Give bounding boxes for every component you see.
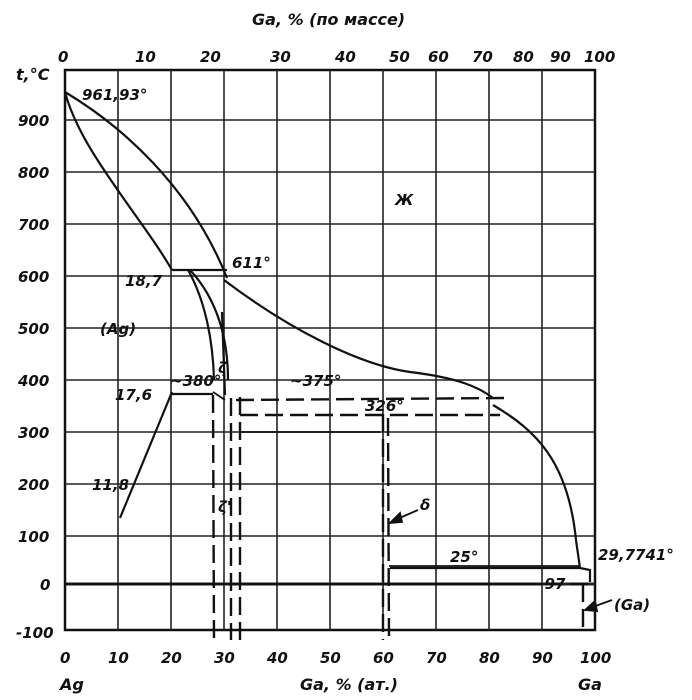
top-tick-label: 60 [428, 48, 449, 66]
bottom-tick-label: 70 [426, 649, 447, 667]
bottom-tick-label: 80 [479, 649, 500, 667]
element-ag: Ag [58, 675, 84, 694]
top-tick-label: 20 [200, 48, 221, 66]
bottom-axis-title: Ga, % (ат.) [300, 675, 398, 694]
zeta-boundary-left [187, 269, 216, 381]
top-tick-label: 90 [550, 48, 571, 66]
zeta-prime-label: ζ' [218, 498, 231, 516]
t-25-label: 25° [450, 548, 478, 566]
y-tick-label: 500 [18, 320, 49, 338]
t-375-label: ~375° [290, 372, 341, 390]
top-tick-label: 50 [389, 48, 410, 66]
y-tick-label: 300 [18, 424, 49, 442]
bottom-tick-label: 50 [320, 649, 341, 667]
y-tick-label: 0 [40, 576, 50, 594]
y-tick-label: 200 [18, 476, 49, 494]
y-tick-label: 900 [18, 112, 49, 130]
zeta-dash-left [211, 394, 216, 641]
solidus-ag-side [63, 91, 173, 271]
top-tick-label: 100 [584, 48, 615, 66]
peritectic-611-label: 611° [232, 254, 271, 272]
comp-97-label: ~97 [532, 575, 566, 593]
y-tick-label: 100 [18, 528, 49, 546]
ga-arrowhead [582, 599, 599, 612]
bottom-tick-labels: 0 10 20 30 40 50 60 70 80 90 100 [60, 649, 611, 667]
liquidus-middle [223, 279, 494, 399]
comp-17-6-label: 17,6 [115, 386, 152, 404]
bottom-tick-label: 90 [532, 649, 553, 667]
top-tick-label: 40 [334, 48, 356, 66]
element-ga: Ga [578, 675, 602, 694]
top-tick-label: 30 [270, 48, 291, 66]
liquid-label: Ж [394, 191, 414, 209]
ag-phase-label: (Ag) [100, 320, 136, 338]
bottom-tick-label: 0 [60, 649, 70, 667]
y-axis-title: t,°C [16, 65, 50, 84]
y-tick-label: -100 [16, 624, 54, 642]
delta-dash-right [386, 417, 391, 641]
annotations: 961,93° Ж 611° 18,7 (Ag) ζ ~380° ~375° 1… [82, 86, 674, 614]
delta-label: δ [420, 496, 430, 514]
bottom-tick-label: 60 [373, 649, 394, 667]
bottom-tick-label: 20 [161, 649, 182, 667]
y-tick-label: 800 [18, 164, 49, 182]
bottom-tick-label: 30 [214, 649, 235, 667]
t-380-label: ~380° [170, 372, 221, 390]
bottom-tick-label: 100 [580, 649, 611, 667]
zeta-mid-vertical [220, 311, 227, 396]
bottom-tick-label: 10 [108, 649, 129, 667]
zeta-label: ζ [218, 359, 228, 377]
phase-boundaries [63, 91, 592, 582]
bottom-tick-label: 40 [266, 649, 288, 667]
zeta-leader [212, 391, 226, 401]
comp-18-7-label: 18,7 [125, 272, 163, 290]
top-axis-title: Ga, % (по массе) [252, 10, 405, 29]
solid-detail-lines [65, 431, 580, 586]
y-tick-label: 700 [18, 216, 49, 234]
y-tick-label: 400 [17, 372, 49, 390]
zeta-boundary-right [189, 269, 230, 381]
arrows [212, 391, 613, 612]
ag-melting-label: 961,93° [82, 86, 147, 104]
delta-arrowhead [387, 511, 404, 525]
ag-solvus [118, 391, 174, 519]
top-tick-label: 0 [58, 48, 68, 66]
top-tick-label: 80 [513, 48, 534, 66]
top-tick-labels: 0 10 20 30 40 50 60 70 80 90 100 [58, 48, 615, 66]
t-326-label: 326° [365, 397, 404, 415]
y-tick-labels: 900 800 700 600 500 400 300 200 100 0 -1… [16, 112, 54, 642]
comp-11-8-label: 11,8 [92, 476, 129, 494]
eutectic-375-line [235, 396, 506, 402]
ga-solvus [579, 566, 592, 582]
liquidus-ag-side [64, 91, 229, 279]
top-tick-label: 10 [135, 48, 156, 66]
ga-phase-label: (Ga) [614, 596, 650, 614]
top-tick-label: 70 [472, 48, 493, 66]
y-tick-label: 600 [18, 268, 49, 286]
liquidus-ga-side [492, 404, 582, 569]
ga-melting-label: 29,7741° [598, 546, 674, 564]
dashed-boundaries [211, 394, 590, 641]
